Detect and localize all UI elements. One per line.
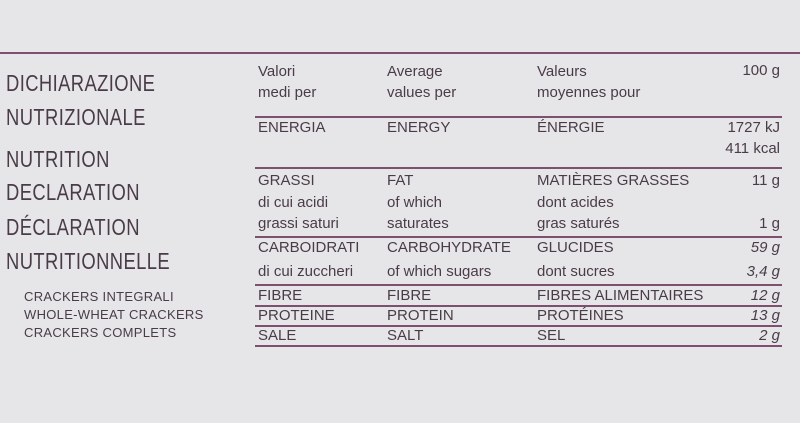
table-cell: GLUCIDES (537, 239, 614, 256)
table-cell-value: 1727 kJ 411 kcal (725, 119, 780, 157)
table-cell: FIBRES ALIMENTAIRES (537, 287, 704, 304)
header-cell: Valori medi per (258, 63, 317, 101)
table-cell: ÉNERGIE (537, 119, 605, 136)
table-cell: of which sugars (387, 263, 492, 280)
table-cell-value: 12 g (750, 287, 780, 304)
table-cell: GRASSI (258, 172, 315, 189)
table-cell-value: 59 g (750, 239, 780, 256)
table-cell-value: 1 g (759, 215, 780, 232)
heading-line: DECLARATION (6, 179, 140, 205)
table-cell: CARBOIDRATI (258, 239, 360, 256)
table-cell: dont sucres (537, 263, 615, 280)
table-cell: SALT (387, 327, 424, 344)
table-cell-value: 2 g (759, 327, 780, 344)
table-cell-value: 13 g (750, 307, 780, 324)
table-cell: FIBRE (258, 287, 303, 304)
row-rule (255, 167, 782, 169)
table-cell: PROTEINE (258, 307, 335, 324)
row-rule (255, 305, 782, 307)
table-cell: di cui zuccheri (258, 263, 354, 280)
product-name: CRACKERS INTEGRALI (24, 289, 174, 304)
heading-line: DÉCLARATION (6, 214, 140, 240)
table-cell: of which saturates (387, 194, 449, 232)
table-cell: SALE (258, 327, 297, 344)
row-rule (255, 236, 782, 238)
table-cell-value: 3,4 g (746, 263, 780, 280)
table-cell: CARBOHYDRATE (387, 239, 511, 256)
top-rule (0, 52, 800, 54)
heading-line: NUTRITION (6, 146, 110, 172)
table-cell: PROTEIN (387, 307, 454, 324)
table-cell: di cui acidi grassi saturi (258, 194, 339, 232)
header-cell: Valeurs moyennes pour (537, 63, 641, 101)
row-rule (255, 116, 782, 118)
heading-line: NUTRIZIONALE (6, 104, 146, 130)
table-cell: MATIÈRES GRASSES (537, 172, 690, 189)
row-rule (255, 345, 782, 347)
table-cell: ENERGIA (258, 119, 326, 136)
table-cell: FAT (387, 172, 414, 189)
table-cell: FIBRE (387, 287, 432, 304)
table-cell: ENERGY (387, 119, 451, 136)
table-cell-value: 11 g (751, 172, 780, 189)
heading-line: NUTRITIONNELLE (6, 248, 171, 274)
header-cell-value: 100 g (742, 62, 780, 79)
product-name: CRACKERS COMPLETS (24, 325, 177, 340)
product-name: WHOLE-WHEAT CRACKERS (24, 307, 204, 322)
row-rule (255, 284, 782, 286)
row-rule (255, 325, 782, 327)
table-cell: PROTÉINES (537, 307, 624, 324)
heading-line: DICHIARAZIONE (6, 70, 156, 96)
table-cell: SEL (537, 327, 566, 344)
table-cell: dont acides gras saturés (537, 194, 620, 232)
header-cell: Average values per (387, 63, 457, 101)
